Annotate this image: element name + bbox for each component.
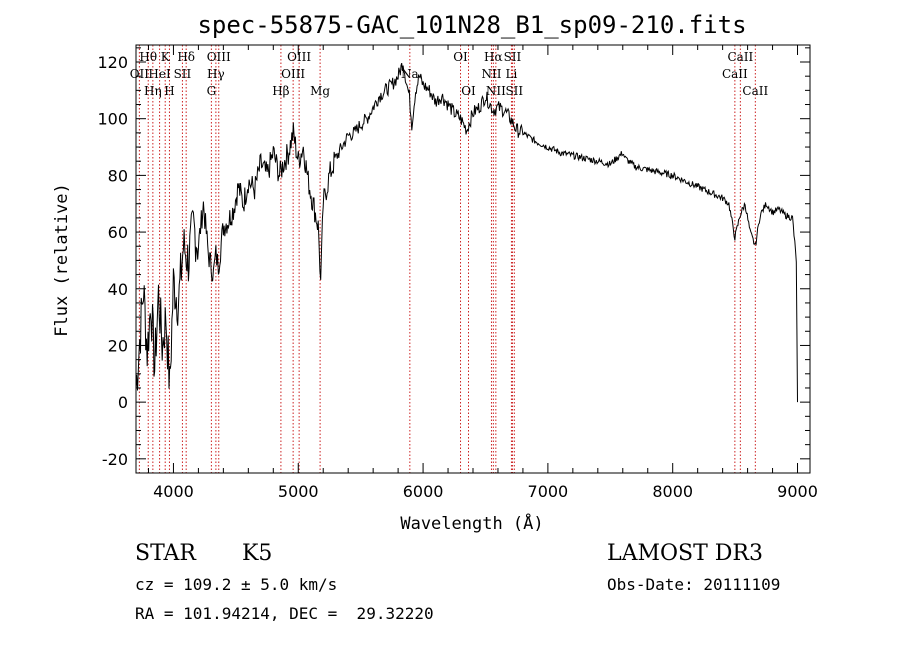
spectral-line-label: Hα — [484, 50, 503, 64]
spectral-line-label: SII — [505, 84, 523, 98]
spectral-line-label: OI — [461, 84, 476, 98]
spectral-line-label: OI — [453, 50, 468, 64]
spectral-line-label: OIII — [287, 50, 311, 64]
spectral-line-label: SII — [174, 67, 192, 81]
x-tick-label: 7000 — [528, 482, 569, 501]
x-tick-label: 8000 — [652, 482, 693, 501]
y-tick-label: 60 — [108, 223, 128, 242]
redshift-value: cz = 109.2 ± 5.0 km/s — [135, 575, 338, 594]
spectral-line-label: NII — [486, 84, 506, 98]
y-tick-label: 0 — [118, 393, 128, 412]
spectral-line-label: CaII — [742, 84, 768, 98]
x-axis-label: Wavelength (Å) — [400, 512, 543, 534]
spectral-line-label: NII — [481, 67, 501, 81]
spectral-line-label: Na — [401, 67, 419, 81]
y-tick-label: 120 — [97, 53, 128, 72]
spectral-line-label: Hδ — [177, 50, 195, 64]
spectrum-series-line — [135, 62, 798, 403]
x-tick-label: 5000 — [278, 482, 319, 501]
spectral-line-label: OIII — [207, 50, 231, 64]
y-tick-label: 20 — [108, 336, 128, 355]
spectral-line-label: Hθ — [139, 50, 157, 64]
spectral-line-label: G — [207, 84, 217, 98]
chart-title: spec-55875-GAC_101N28_B1_sp09-210.fits — [197, 11, 746, 39]
spectral-line-label: Hβ — [272, 84, 289, 98]
spectral-line-label: HeI — [148, 67, 171, 81]
spectral-line-label: OIII — [281, 67, 305, 81]
x-tick-label: 9000 — [777, 482, 818, 501]
object-subclass: K5 — [242, 541, 273, 566]
x-tick-label: 6000 — [403, 482, 444, 501]
spectral-line-label: H — [164, 84, 174, 98]
x-tick-label: 4000 — [153, 482, 194, 501]
y-tick-label: 40 — [108, 280, 128, 299]
object-class: STAR — [135, 541, 196, 566]
y-tick-label: 100 — [97, 110, 128, 129]
plot-frame — [135, 44, 811, 474]
y-axis-label: Flux (relative) — [52, 183, 72, 337]
spectral-line-label: CaII — [722, 67, 748, 81]
coordinates: RA = 101.94214, DEC = 29.32220 — [135, 604, 434, 623]
spectral-line-label: Hη — [144, 84, 162, 98]
spectral-line-label: Mg — [310, 84, 330, 98]
spectral-line-label: SII — [504, 50, 522, 64]
spectral-line-label: Li — [506, 67, 518, 81]
spectral-line-label: CaII — [727, 50, 753, 64]
y-tick-label: 80 — [108, 166, 128, 185]
spectral-line-label: Hγ — [207, 67, 225, 81]
survey-name: LAMOST DR3 — [607, 541, 763, 566]
observation-date: Obs-Date: 20111109 — [607, 575, 781, 594]
spectral-line-label: OII — [130, 67, 150, 81]
spectral-line-label: K — [161, 50, 171, 64]
y-tick-label: -20 — [102, 450, 128, 469]
